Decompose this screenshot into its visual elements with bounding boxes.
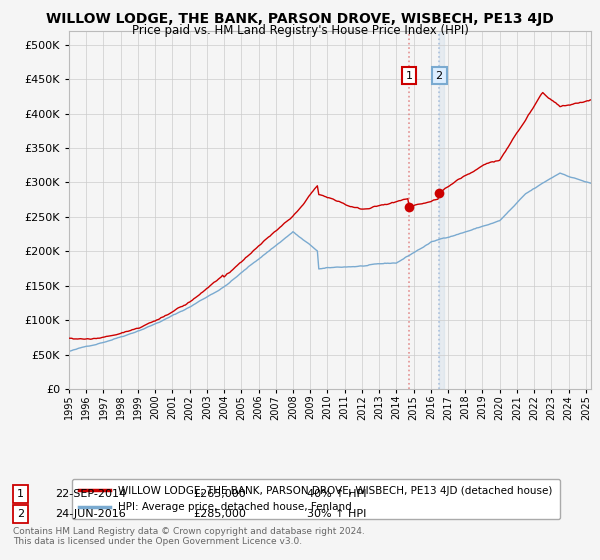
Text: 2: 2 <box>436 71 443 81</box>
Text: 1: 1 <box>17 489 24 499</box>
Text: 30% ↑ HPI: 30% ↑ HPI <box>307 509 367 519</box>
Text: 2: 2 <box>17 509 24 519</box>
Text: 1: 1 <box>406 71 412 81</box>
Text: 40% ↑ HPI: 40% ↑ HPI <box>307 489 367 499</box>
Text: £285,000: £285,000 <box>193 509 246 519</box>
Text: WILLOW LODGE, THE BANK, PARSON DROVE, WISBECH, PE13 4JD: WILLOW LODGE, THE BANK, PARSON DROVE, WI… <box>46 12 554 26</box>
Text: 24-JUN-2016: 24-JUN-2016 <box>55 509 126 519</box>
Bar <box>439 31 444 389</box>
Text: 22-SEP-2014: 22-SEP-2014 <box>55 489 127 499</box>
Text: Price paid vs. HM Land Registry's House Price Index (HPI): Price paid vs. HM Land Registry's House … <box>131 24 469 37</box>
Legend: WILLOW LODGE, THE BANK, PARSON DROVE, WISBECH, PE13 4JD (detached house), HPI: A: WILLOW LODGE, THE BANK, PARSON DROVE, WI… <box>71 479 560 520</box>
Text: Contains HM Land Registry data © Crown copyright and database right 2024.
This d: Contains HM Land Registry data © Crown c… <box>13 526 365 546</box>
Text: £265,000: £265,000 <box>193 489 246 499</box>
